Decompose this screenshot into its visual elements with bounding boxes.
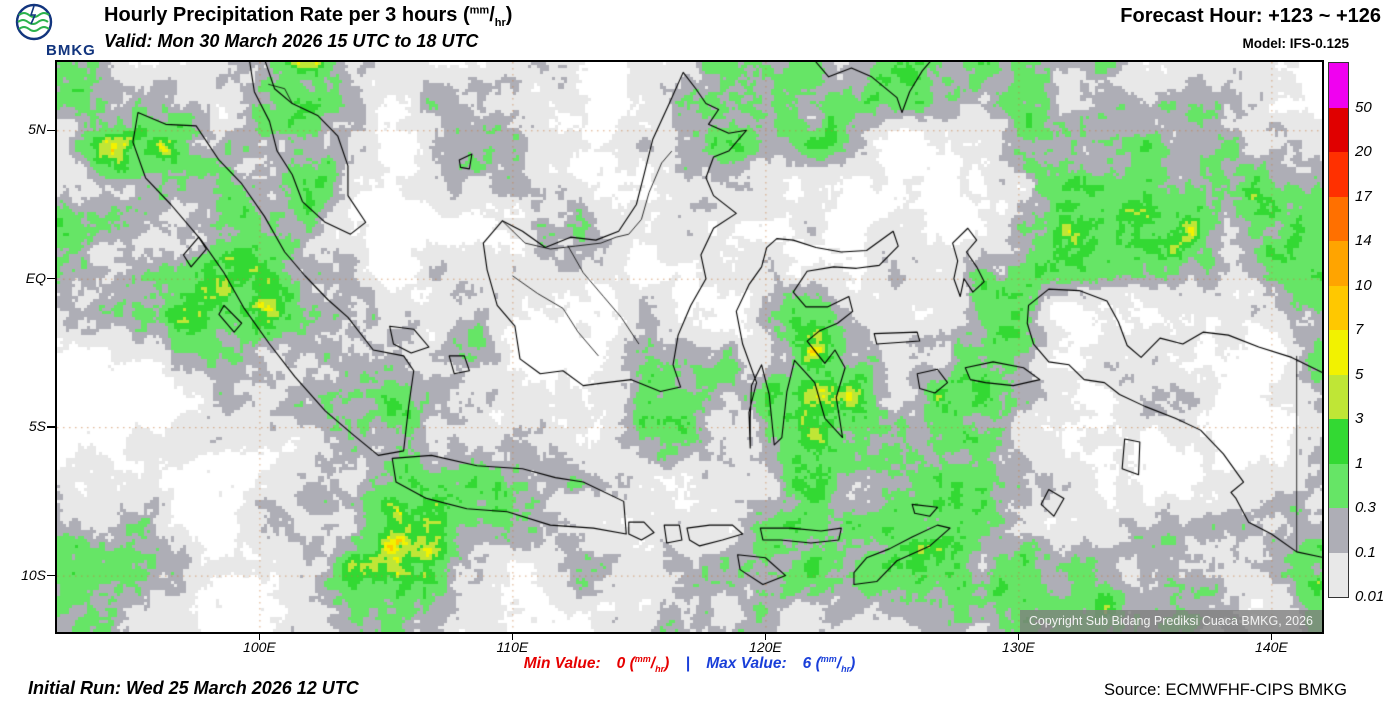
lon-tick-mark (1017, 634, 1020, 640)
lon-tick-label: 100E (243, 639, 276, 655)
legend-tick-label: 3 (1355, 410, 1364, 427)
min-value-label: Min Value: (523, 655, 601, 673)
max-value-label: Max Value: (706, 655, 787, 673)
lon-tick-mark (764, 634, 767, 640)
lat-tick-label: 10S (21, 566, 46, 583)
legend-swatch (1329, 63, 1348, 108)
legend-swatch (1329, 374, 1348, 419)
lat-tick-label: 5S (28, 418, 46, 435)
legend-tick-label: 20 (1355, 143, 1372, 160)
legend-swatch (1329, 107, 1348, 152)
lon-tick-label: 110E (496, 639, 529, 655)
bmkg-logo: BMKG (10, 2, 106, 60)
max-value-block: Max Value: 6 (mm/hr) (706, 654, 856, 675)
legend-tick-label: 50 (1355, 98, 1372, 116)
legend-swatch (1329, 330, 1348, 375)
lat-tick-mark (47, 426, 55, 428)
bmkg-logo-text: BMKG (46, 42, 96, 59)
lon-tick-label: 140E (1255, 639, 1288, 655)
forecast-hour-label: Forecast Hour: +123 ~ +126 (1120, 5, 1381, 27)
precipitation-map-canvas (57, 62, 1322, 632)
lat-tick-mark (47, 574, 55, 577)
minmax-separator: | (685, 655, 690, 673)
lon-tick-label: 120E (749, 639, 782, 655)
source-label: Source: ECMWFHF-CIPS BMKG (1104, 681, 1347, 699)
max-unit: (mm/hr) (815, 654, 856, 675)
lon-tick-label: 130E (1002, 639, 1035, 655)
lat-tick-mark (47, 129, 55, 132)
copyright-watermark: Copyright Sub Bidang Prediksi Cuaca BMKG… (1019, 610, 1322, 632)
legend-swatch (1329, 152, 1348, 197)
title-unit: (mm/hr) (462, 4, 513, 29)
lat-tick-label: EQ (25, 269, 46, 286)
lon-tick-mark (1270, 634, 1273, 640)
valid-time-label: Valid: Mon 30 March 2026 15 UTC to 18 UT… (104, 31, 479, 51)
lat-tick-mark (47, 277, 55, 280)
legend-swatch (1329, 552, 1348, 597)
legend-tick-label: 5 (1355, 365, 1364, 383)
title-text: Hourly Precipitation Rate per 3 hours (104, 4, 458, 26)
legend-swatch (1329, 285, 1348, 330)
legend-tick-label: 17 (1355, 187, 1372, 205)
lon-tick-mark (511, 634, 514, 640)
minmax-row: Min Value: 0 (mm/hr) | Max Value: 6 (mm/hr… (57, 654, 1322, 674)
legend-swatch (1329, 463, 1348, 508)
lon-tick-mark (258, 634, 261, 640)
legend-tick-label: 10 (1355, 276, 1372, 294)
page-title: Hourly Precipitation Rate per 3 hours (m… (104, 4, 512, 29)
lat-tick-label: 5N (28, 121, 46, 138)
max-value: 6 (mm/hr) (802, 654, 856, 675)
map-frame: Copyright Sub Bidang Prediksi Cuaca BMKG… (55, 60, 1324, 634)
legend-swatch (1329, 419, 1348, 464)
min-unit: (mm/hr) (629, 654, 670, 675)
model-label: Model: IFS-0.125 (1242, 36, 1349, 51)
legend-tick-label: 14 (1355, 232, 1372, 249)
legend-tick-label: 0.1 (1355, 543, 1376, 561)
legend-swatch (1329, 241, 1348, 286)
legend-tick-label: 0.01 (1355, 588, 1385, 605)
min-value-block: Min Value: 0 (mm/hr) (523, 654, 674, 675)
min-value: 0 (mm/hr) (616, 654, 670, 675)
initial-run-label: Initial Run: Wed 25 March 2026 12 UTC (28, 678, 359, 698)
legend-tick-label: 1 (1355, 454, 1364, 472)
legend-tick-label: 7 (1355, 321, 1364, 338)
legend-tick-label: 0.3 (1355, 499, 1376, 516)
legend-swatch (1329, 508, 1348, 553)
bmkg-logo-icon (15, 3, 53, 41)
legend-swatch (1329, 196, 1348, 241)
legend-colorbar: 50 20 17 14 10 7 5 3 1 0.3 0.1 0.01 (1328, 62, 1384, 605)
